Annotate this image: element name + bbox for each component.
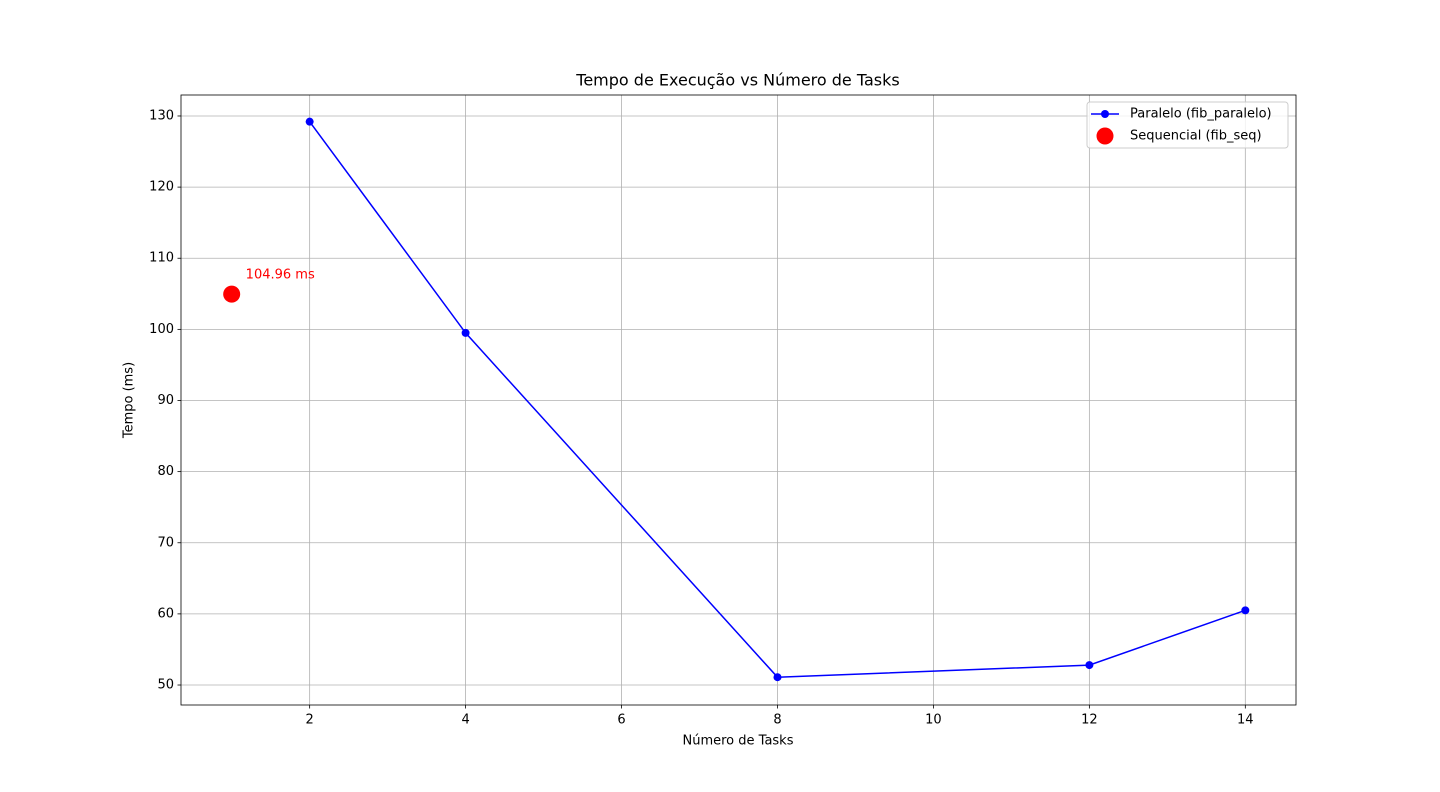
point [1241,606,1250,615]
data-label: 104.96 ms [246,268,315,283]
x-tick-label: 10 [925,713,942,728]
x-axis-label: Número de Tasks [683,734,794,749]
point [461,328,470,337]
plot-frame [180,94,1297,706]
y-tick-label: 50 [157,678,174,693]
legend-box [1086,101,1289,149]
x-tick-label: 14 [1237,713,1254,728]
point [305,117,314,126]
point [1085,661,1094,670]
legend-label: Sequencial (fib_seq) [1130,129,1262,144]
y-tick-label: 120 [149,180,174,195]
y-tick-label: 100 [149,322,174,337]
y-tick-label: 60 [157,606,174,621]
legend-swatch [1101,110,1109,118]
x-tick-label: 4 [461,713,469,728]
y-tick-label: 90 [157,393,174,408]
y-tick-label: 80 [157,464,174,479]
y-tick-label: 70 [157,535,174,550]
point [223,285,241,303]
x-tick-label: 2 [306,713,314,728]
x-tick-label: 8 [773,713,781,728]
y-axis-label: Tempo (ms) [122,362,137,439]
x-tick-label: 6 [617,713,625,728]
y-tick-label: 110 [149,251,174,266]
x-tick-label: 12 [1081,713,1098,728]
point [773,673,782,682]
chart-title: Tempo de Execução vs Número de Tasks [575,71,899,90]
y-tick-label: 130 [149,108,174,123]
legend-label: Paralelo (fib_paralelo) [1130,107,1272,122]
legend-swatch [1096,127,1114,145]
